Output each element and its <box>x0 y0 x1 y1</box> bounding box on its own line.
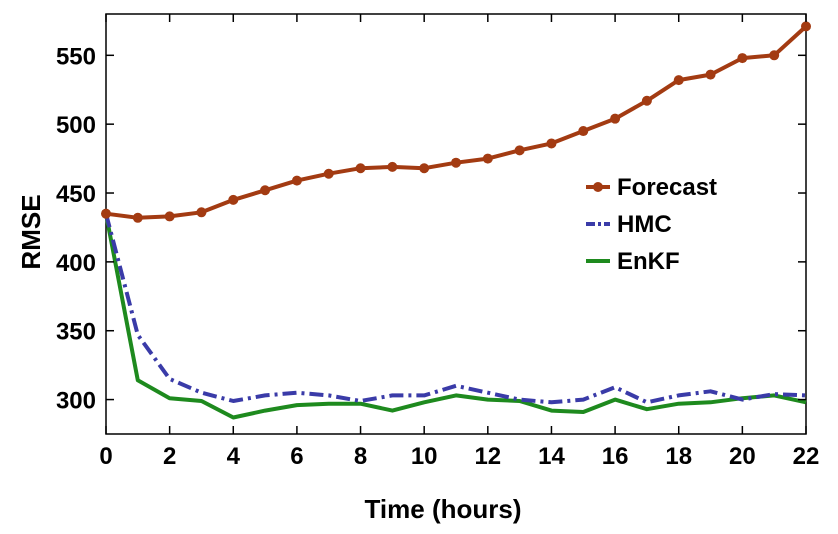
x-axis-ticks: 0 2 4 6 8 10 12 14 16 18 20 22 <box>99 14 819 470</box>
series-point-forecast-18 <box>673 75 684 86</box>
series-line-hmc <box>104 213 807 405</box>
series-point-forecast-3 <box>196 207 207 218</box>
x-tick-label-16: 16 <box>602 443 629 470</box>
x-tick-label-20: 20 <box>729 443 756 470</box>
series-point-forecast-2 <box>164 211 175 222</box>
series-point-forecast-19 <box>705 69 716 80</box>
y-axis-ticks: 300 350 400 450 500 550 <box>56 43 806 415</box>
legend-label-hmc: HMC <box>617 211 672 238</box>
series-point-forecast-11 <box>451 157 461 168</box>
series-point-forecast-22 <box>801 21 811 32</box>
series-point-forecast-9 <box>387 161 398 172</box>
series-point-forecast-1 <box>132 212 143 223</box>
series-point-forecast-5 <box>260 185 271 196</box>
series-point-forecast-16 <box>610 113 621 124</box>
y-tick-label-450: 450 <box>56 181 96 208</box>
series-layer <box>101 21 811 420</box>
x-tick-label-8: 8 <box>354 443 367 470</box>
x-tick-label-10: 10 <box>411 443 438 470</box>
series-point-forecast-6 <box>291 175 302 186</box>
legend-label-enkf: EnKF <box>617 248 680 275</box>
series-point-forecast-21 <box>769 50 780 61</box>
legend-label-forecast: Forecast <box>617 174 717 201</box>
x-tick-label-4: 4 <box>227 443 241 470</box>
legend: Forecast HMC EnKF <box>586 174 717 275</box>
y-tick-label-300: 300 <box>56 388 96 415</box>
x-tick-label-0: 0 <box>99 443 112 470</box>
y-tick-label-550: 550 <box>56 43 96 70</box>
legend-marker-forecast <box>593 182 603 192</box>
series-line-enkf <box>104 213 807 420</box>
y-axis-title: RMSE <box>16 194 46 269</box>
series-point-forecast-14 <box>546 138 557 149</box>
x-tick-label-22: 22 <box>793 443 820 470</box>
y-tick-label-500: 500 <box>56 112 96 139</box>
x-tick-label-14: 14 <box>538 443 565 470</box>
x-tick-label-18: 18 <box>665 443 692 470</box>
series-point-forecast-7 <box>323 168 334 179</box>
series-point-forecast-0 <box>101 208 111 219</box>
series-point-forecast-12 <box>482 153 493 164</box>
series-point-forecast-15 <box>578 126 589 137</box>
series-point-forecast-13 <box>514 145 525 156</box>
x-tick-label-6: 6 <box>290 443 303 470</box>
x-tick-label-2: 2 <box>163 443 176 470</box>
y-tick-label-350: 350 <box>56 319 96 346</box>
series-point-forecast-8 <box>355 163 366 174</box>
series-point-forecast-10 <box>419 163 430 174</box>
series-point-forecast-4 <box>228 194 239 205</box>
x-tick-label-12: 12 <box>474 443 501 470</box>
y-tick-label-400: 400 <box>56 250 96 277</box>
series-point-forecast-17 <box>641 95 652 106</box>
series-point-forecast-20 <box>737 53 748 64</box>
x-axis-title: Time (hours) <box>365 494 522 524</box>
